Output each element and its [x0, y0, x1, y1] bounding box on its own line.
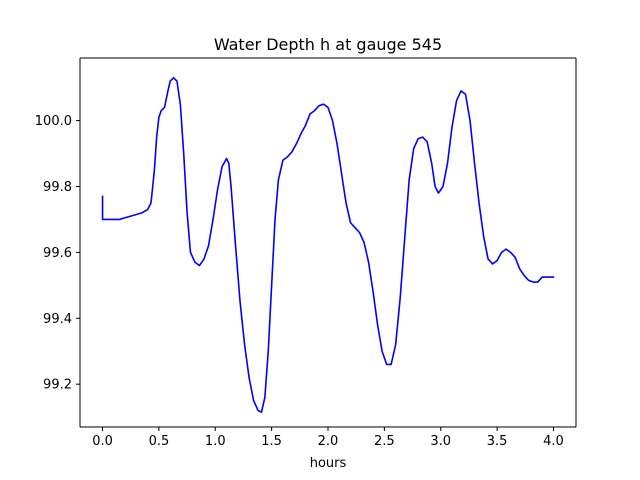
- y-tick-label: 99.6: [43, 246, 72, 261]
- x-tick-label: 2.0: [318, 434, 339, 449]
- x-tick-label: 1.5: [261, 434, 282, 449]
- x-tick-label: 4.0: [543, 434, 564, 449]
- y-tick-label: 100.0: [35, 114, 72, 129]
- chart-title: Water Depth h at gauge 545: [214, 35, 442, 54]
- x-tick-label: 0.0: [92, 434, 113, 449]
- x-axis-label: hours: [310, 456, 347, 471]
- x-tick-label: 3.5: [487, 434, 508, 449]
- y-tick-label: 99.4: [43, 312, 72, 327]
- x-tick-label: 0.5: [149, 434, 170, 449]
- series-line-1: [101, 76, 555, 413]
- plot-area: 0.0 0.5 1.0 1.5 2.0 2.5 3.0 3.5 4.0 99.2 99.4 99.6 9…: [35, 57, 577, 449]
- y-tick-label: 99.2: [43, 378, 72, 393]
- x-tick-label: 3.0: [430, 434, 451, 449]
- y-tick-label: 99.8: [43, 180, 72, 195]
- x-tick-label: 1.0: [205, 434, 226, 449]
- x-tick-label: 2.5: [374, 434, 395, 449]
